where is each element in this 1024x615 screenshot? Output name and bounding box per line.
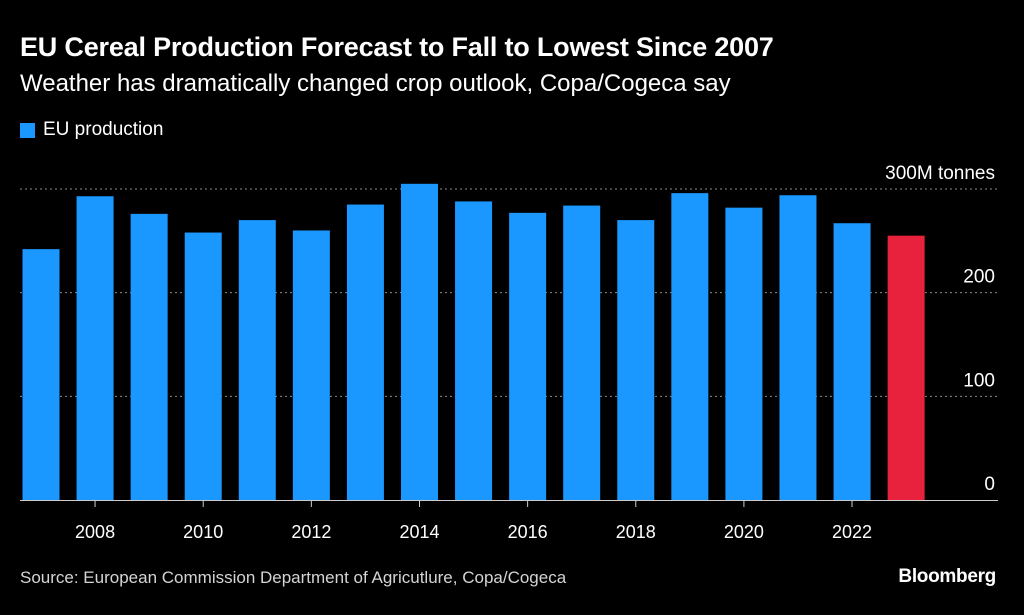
chart-subtitle: Weather has dramatically changed crop ou… xyxy=(20,70,731,97)
bar-2019 xyxy=(671,193,709,500)
bar-chart: 0 100 200 300M tonnes 2008 2010 2012 2014 2016 20… xyxy=(20,163,998,542)
bar-2012 xyxy=(292,230,330,500)
y-tick-label: 0 xyxy=(984,474,995,495)
bar-2017 xyxy=(563,205,601,500)
bar-2011 xyxy=(238,220,276,500)
x-tick-label: 2016 xyxy=(508,522,548,542)
x-tick-label: 2018 xyxy=(616,522,656,542)
source-note: Source: European Commission Department o… xyxy=(20,568,567,587)
x-tick-label: 2012 xyxy=(291,522,331,542)
bloomberg-logo: Bloomberg xyxy=(898,566,996,587)
tick-labels: 0 100 200 300M tonnes 2008 2010 2012 2014 2016 20… xyxy=(75,163,995,542)
bar-2018 xyxy=(617,220,655,500)
x-tick-label: 2014 xyxy=(399,522,439,542)
chart-title: EU Cereal Production Forecast to Fall to… xyxy=(20,32,774,62)
bar-2009 xyxy=(130,213,168,500)
bar-2008 xyxy=(76,196,114,501)
bar-2010 xyxy=(184,232,222,501)
bar-2020 xyxy=(725,207,763,500)
bars xyxy=(22,183,925,501)
bar-2015 xyxy=(455,201,493,500)
x-tick-label: 2010 xyxy=(183,522,223,542)
legend-swatch xyxy=(20,122,35,138)
bar-2014 xyxy=(400,183,438,501)
y-tick-label: 300M tonnes xyxy=(885,163,995,184)
bar-2023 xyxy=(887,235,925,500)
x-tick-label: 2022 xyxy=(832,522,872,542)
y-tick-label: 200 xyxy=(963,267,995,288)
y-tick-label: 100 xyxy=(963,370,995,391)
bar-2021 xyxy=(779,195,817,500)
bar-2016 xyxy=(509,212,547,501)
bar-2007 xyxy=(22,249,60,500)
x-tick-label: 2008 xyxy=(75,522,115,542)
legend-label: EU production xyxy=(43,119,164,140)
x-tick-label: 2020 xyxy=(724,522,764,542)
bar-2022 xyxy=(833,223,871,500)
legend: EU production xyxy=(20,119,163,141)
bar-2013 xyxy=(346,204,384,501)
axis xyxy=(20,500,998,507)
